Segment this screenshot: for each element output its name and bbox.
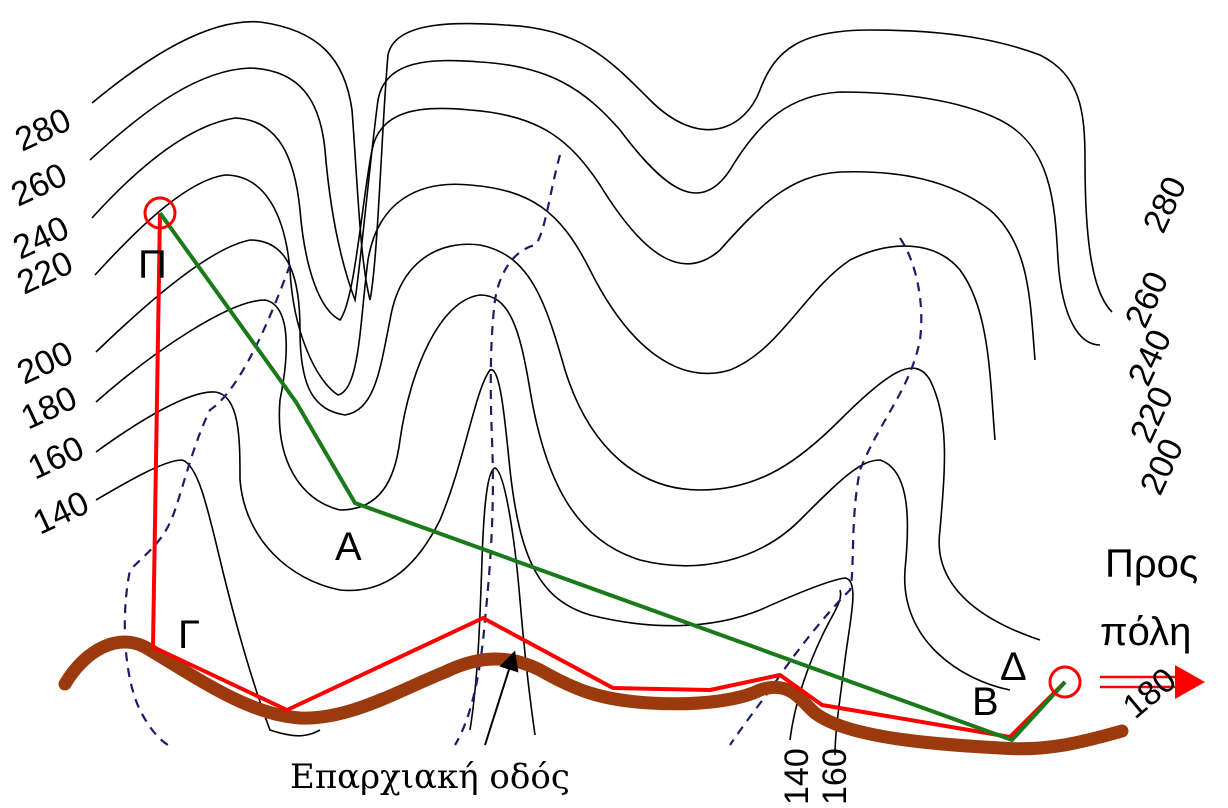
- contour-label-left-160: 160: [22, 429, 89, 487]
- contour-label-right-280: 280: [1136, 171, 1194, 238]
- stream-3: [729, 237, 923, 746]
- contour-label-left-280: 280: [9, 101, 76, 159]
- to-city-arrow: [1100, 665, 1205, 699]
- contour-label-right-180: 180: [1116, 661, 1184, 727]
- point-label-g: Γ: [178, 613, 200, 657]
- point-d-marker: [1048, 665, 1082, 699]
- contour-label-left-260: 260: [5, 156, 72, 214]
- red-route: [151, 212, 1067, 739]
- contour-label-bottom-160: 160: [816, 748, 854, 805]
- point-label-a: Α: [335, 525, 362, 569]
- stream-2: [454, 154, 562, 746]
- contour-label-right-220: 220: [1123, 381, 1181, 448]
- road-label-arrow: [484, 650, 519, 746]
- point-label-p: Π: [138, 243, 167, 287]
- contour-220: [94, 174, 996, 441]
- road-label: Επαρχιακή οδός: [290, 757, 570, 797]
- contour-180: [95, 294, 1011, 691]
- contour-label-left-140: 140: [27, 484, 94, 542]
- green-route: [158, 211, 1067, 742]
- contour-lines: [89, 20, 1113, 756]
- contour-label-right-200: 200: [1133, 433, 1191, 500]
- provincial-road: [58, 635, 1129, 756]
- point-label-b: Β: [972, 680, 999, 724]
- city-label-line-1: Προς: [1105, 542, 1198, 586]
- contour-260: [89, 59, 1101, 346]
- stream-1: [123, 264, 292, 746]
- contour-label-right-240: 240: [1121, 324, 1179, 391]
- contour-280: [91, 20, 1113, 313]
- point-label-d: Δ: [1000, 645, 1027, 689]
- contour-label-right-260: 260: [1118, 266, 1176, 333]
- contour-label-bottom-140: 140: [778, 748, 816, 805]
- city-label-line-2: πόλη: [1100, 610, 1191, 654]
- contour-160: [95, 369, 854, 756]
- contour-240: [91, 107, 1036, 361]
- point-p-marker: [143, 196, 177, 230]
- contour-200: [95, 239, 1041, 641]
